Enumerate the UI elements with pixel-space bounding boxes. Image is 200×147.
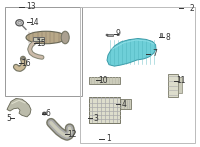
Bar: [178, 77, 182, 93]
Bar: [107, 34, 113, 36]
Text: 5: 5: [6, 114, 11, 123]
Text: 10: 10: [98, 76, 108, 85]
Ellipse shape: [43, 112, 46, 115]
Text: 11: 11: [176, 76, 186, 85]
Polygon shape: [7, 98, 31, 117]
Bar: [168, 74, 178, 97]
Ellipse shape: [38, 38, 40, 40]
Ellipse shape: [18, 21, 21, 24]
Polygon shape: [107, 39, 156, 66]
Ellipse shape: [43, 113, 45, 114]
Bar: [89, 77, 120, 84]
Bar: [160, 33, 162, 37]
Ellipse shape: [106, 34, 108, 36]
Text: 9: 9: [116, 29, 121, 38]
Bar: [120, 99, 131, 109]
Text: 13: 13: [26, 2, 36, 11]
Text: 16: 16: [21, 59, 31, 68]
Ellipse shape: [61, 31, 69, 44]
Bar: [80, 7, 195, 143]
Text: 14: 14: [30, 17, 39, 27]
Ellipse shape: [26, 31, 66, 44]
Text: 7: 7: [152, 49, 157, 58]
Text: 3: 3: [94, 114, 98, 123]
Ellipse shape: [16, 20, 23, 26]
Text: 12: 12: [67, 130, 76, 139]
Bar: [89, 97, 120, 123]
Text: 15: 15: [36, 39, 46, 48]
Text: 4: 4: [122, 100, 126, 109]
Ellipse shape: [22, 58, 25, 60]
Text: 1: 1: [106, 134, 111, 143]
Text: 8: 8: [166, 33, 170, 42]
Text: 6: 6: [45, 109, 50, 118]
Bar: [5, 7, 82, 96]
Bar: [33, 37, 44, 41]
Text: 2: 2: [190, 4, 195, 13]
